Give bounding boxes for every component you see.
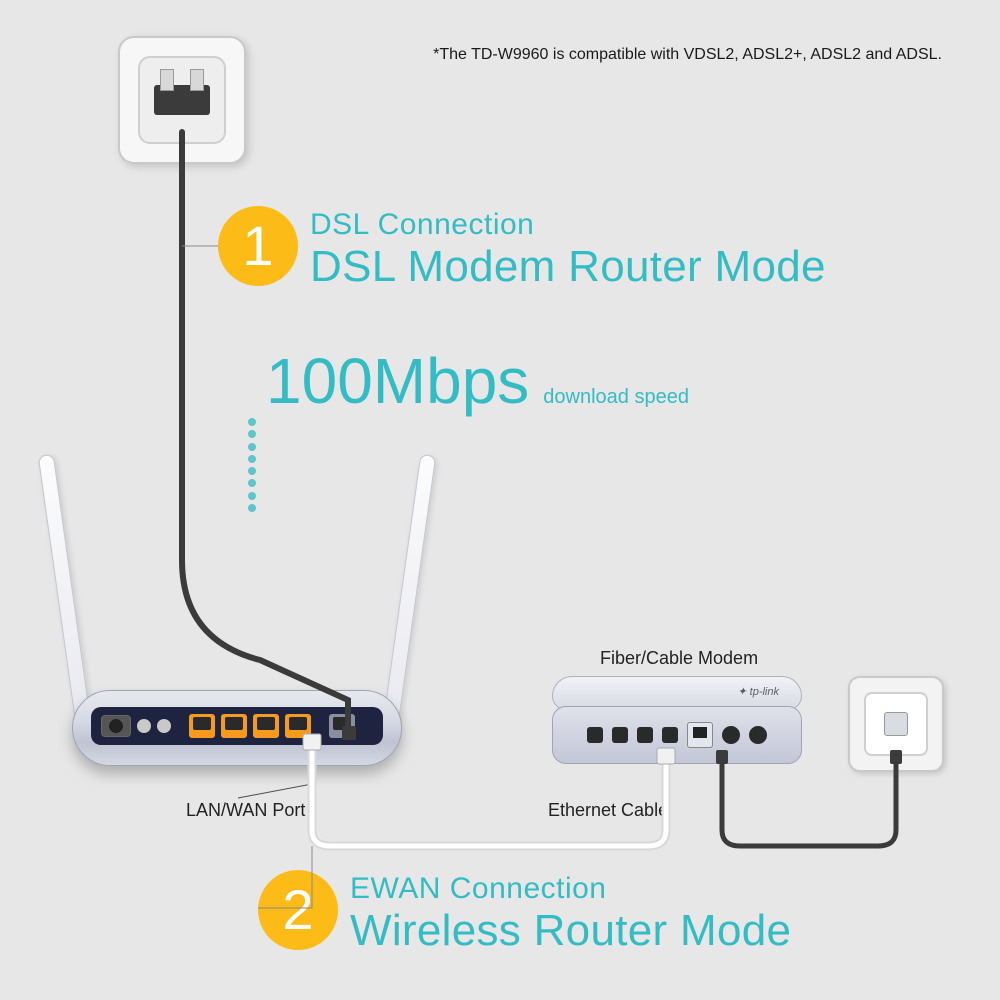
speed-label: 100Mbps download speed (266, 344, 689, 418)
modem-coax-port (722, 726, 740, 744)
label-modem: Fiber/Cable Modem (600, 648, 758, 669)
dsl-port (329, 714, 355, 738)
modem-port-1 (587, 727, 603, 743)
lan-port-2 (221, 714, 247, 738)
modem-port-3 (637, 727, 653, 743)
badge-2: 2 (258, 870, 338, 950)
lan-wan-port (285, 714, 311, 738)
modem-power-port (749, 726, 767, 744)
section-1-title: DSL Modem Router Mode (310, 242, 826, 292)
section-2-subtitle: EWAN Connection (350, 872, 791, 906)
badge-1: 1 (218, 206, 298, 286)
modem-port-2 (612, 727, 628, 743)
modem-logo: ✦ tp-link (737, 685, 779, 698)
section-1-subtitle: DSL Connection (310, 208, 826, 242)
dsl-wall-socket (118, 36, 246, 164)
section-1-heading: DSL Connection DSL Modem Router Mode (310, 208, 826, 292)
lan-port-1 (189, 714, 215, 738)
power-button (137, 719, 151, 733)
speed-caption: download speed (543, 386, 689, 409)
label-lan-wan: LAN/WAN Port (186, 800, 305, 821)
fiber-cable-modem: ✦ tp-link (552, 676, 802, 776)
modem-ethernet-port (687, 722, 713, 748)
label-ethernet: Ethernet Cable (548, 800, 668, 821)
speed-value: 100Mbps (266, 344, 529, 418)
compatibility-footnote: *The TD-W9960 is compatible with VDSL2, … (433, 46, 942, 64)
modem-port-4 (662, 727, 678, 743)
wall-outlet (848, 676, 944, 772)
signal-indicator (248, 418, 260, 512)
wps-button (157, 719, 171, 733)
router-device (72, 690, 402, 790)
router-ports (91, 707, 383, 745)
section-2-title: Wireless Router Mode (350, 906, 791, 956)
lan-port-3 (253, 714, 279, 738)
section-2-heading: EWAN Connection Wireless Router Mode (350, 872, 791, 956)
power-port (101, 715, 131, 737)
